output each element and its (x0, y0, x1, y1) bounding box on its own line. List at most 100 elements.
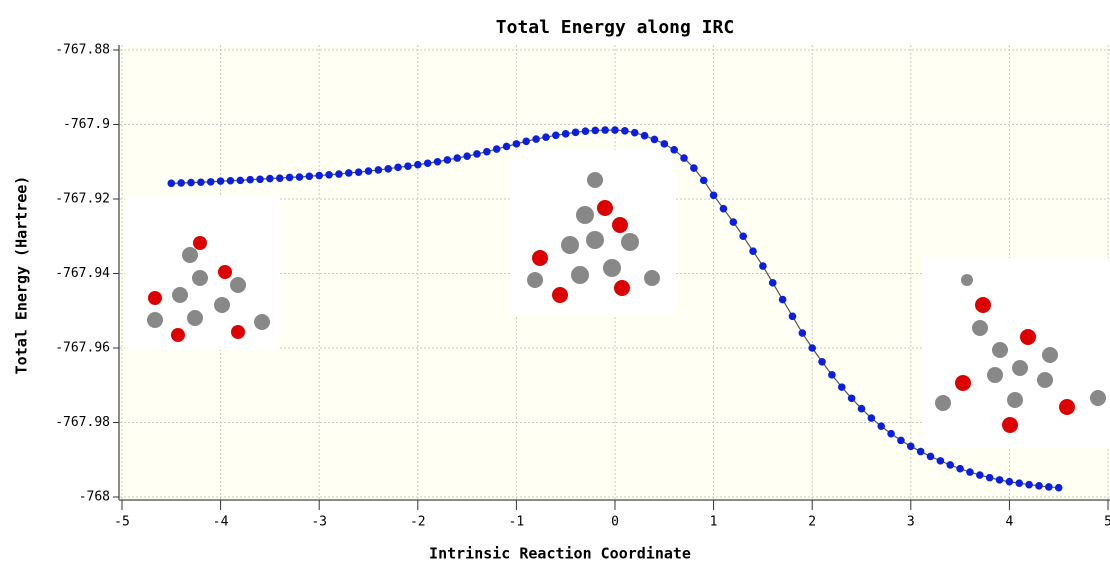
data-point (582, 127, 590, 135)
data-point (473, 150, 481, 158)
data-point (621, 127, 629, 135)
data-point (739, 232, 747, 240)
data-point (996, 476, 1004, 484)
data-point (286, 174, 294, 182)
data-point (483, 148, 491, 156)
data-point (838, 383, 846, 391)
data-point (1055, 484, 1063, 492)
data-point (187, 179, 195, 187)
data-point (552, 132, 560, 140)
y-tick-label: -767.96 (55, 341, 110, 356)
data-point (1015, 479, 1023, 487)
data-point (414, 161, 422, 169)
data-point (818, 358, 826, 366)
data-point (631, 129, 639, 137)
x-tick-label: -3 (311, 515, 327, 530)
data-point (720, 205, 728, 213)
data-point (700, 177, 708, 185)
y-tick-label: -768 (79, 490, 110, 505)
data-point (227, 177, 235, 185)
data-point (917, 448, 925, 456)
data-point (1035, 482, 1043, 490)
data-point (296, 173, 304, 181)
x-axis-label: Intrinsic Reaction Coordinate (429, 545, 691, 563)
molecule-product (922, 258, 1110, 448)
data-point (710, 191, 718, 199)
y-tick-label: -767.92 (55, 192, 110, 207)
data-point (858, 405, 866, 413)
data-point (207, 178, 215, 186)
data-point (542, 133, 550, 141)
y-tick-label: -767.9 (63, 117, 110, 132)
data-point (237, 177, 245, 185)
y-tick-label: -767.94 (55, 266, 110, 281)
data-point (394, 164, 402, 172)
x-tick-label: -4 (213, 515, 229, 530)
data-point (868, 414, 876, 422)
data-point (168, 180, 176, 188)
data-point (197, 178, 205, 186)
data-point (572, 129, 580, 137)
data-point (276, 174, 284, 182)
data-point (355, 168, 363, 176)
data-point (937, 457, 945, 465)
data-point (651, 136, 659, 144)
chart-title: Total Energy along IRC (496, 17, 734, 38)
data-point (897, 437, 905, 445)
x-tick-label: 3 (907, 515, 915, 530)
data-point (345, 169, 353, 177)
data-point (434, 158, 442, 166)
data-point (375, 166, 383, 174)
x-tick-label: 5 (1104, 515, 1110, 530)
data-point (808, 344, 816, 352)
data-point (177, 179, 185, 187)
data-point (759, 262, 767, 270)
data-point (848, 394, 856, 402)
data-point (246, 176, 254, 184)
data-point (1025, 481, 1033, 489)
data-point (986, 474, 994, 482)
data-point (404, 162, 412, 170)
x-tick-label: -5 (114, 515, 130, 530)
data-point (769, 279, 777, 287)
data-point (513, 140, 521, 148)
data-point (887, 430, 895, 438)
data-point (976, 471, 984, 479)
data-point (670, 146, 678, 154)
data-point (907, 443, 915, 451)
data-point (256, 175, 264, 183)
x-tick-label: 0 (611, 515, 619, 530)
data-point (493, 145, 501, 153)
data-point (601, 126, 609, 134)
data-point (749, 247, 757, 255)
data-point (877, 422, 885, 430)
y-tick-label: -767.98 (55, 415, 110, 430)
molecule-reactant (125, 195, 280, 350)
data-point (730, 218, 738, 226)
data-point (335, 170, 343, 178)
data-point (365, 167, 373, 175)
data-point (532, 135, 540, 143)
data-point (611, 126, 619, 134)
y-axis-label: Total Energy (Hartree) (13, 176, 31, 375)
data-point (444, 156, 452, 164)
y-tick-label: -767.88 (55, 43, 110, 58)
x-tick-label: -2 (410, 515, 426, 530)
x-tick-label: -1 (509, 515, 525, 530)
data-point (946, 461, 954, 469)
data-point (562, 130, 570, 138)
data-point (661, 140, 669, 148)
data-point (315, 172, 323, 180)
data-point (503, 143, 511, 151)
data-point (453, 154, 461, 162)
data-point (927, 453, 935, 461)
data-point (789, 313, 797, 321)
data-point (1006, 478, 1014, 486)
data-point (522, 137, 530, 145)
data-point (799, 329, 807, 337)
molecule-ts (510, 150, 675, 315)
data-point (690, 164, 698, 172)
data-point (779, 296, 787, 304)
data-point (424, 159, 432, 167)
data-point (325, 171, 333, 179)
